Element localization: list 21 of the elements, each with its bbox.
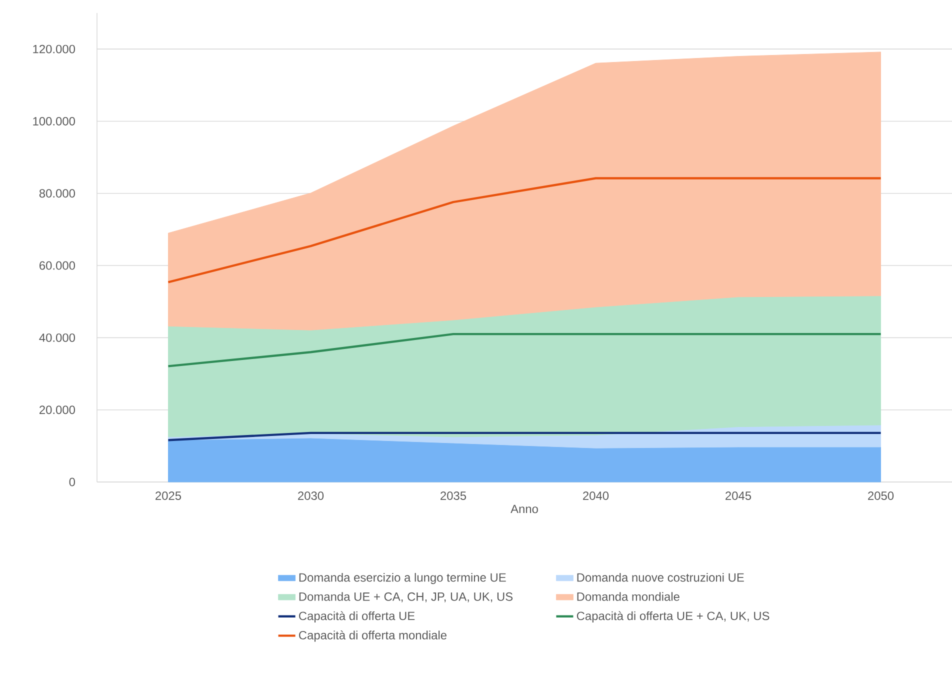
y-tick-label: 60.000 bbox=[40, 261, 76, 270]
y-tick-label: 0 bbox=[69, 478, 76, 486]
legend-label: Domanda UE + CA, CH, JP, UA, UK, US bbox=[299, 592, 513, 602]
y-tick-label: 80.000 bbox=[39, 189, 76, 198]
x-tick-label: 2050 bbox=[868, 492, 894, 500]
legend-label: Capacità di offerta UE bbox=[299, 611, 415, 623]
legend-label: Domanda nuove costruzioni UE bbox=[577, 572, 744, 582]
y-tick-label: 20.000 bbox=[40, 406, 76, 414]
x-tick-label: 2030 bbox=[298, 492, 324, 500]
legend-label: Domanda mondiale bbox=[577, 592, 680, 601]
y-tick-label: 120.000 bbox=[33, 44, 76, 54]
x-tick-label: 2045 bbox=[726, 492, 752, 500]
legend-label: Capacità di offerta mondiale bbox=[299, 630, 446, 642]
x-tick-label: 2035 bbox=[440, 492, 466, 500]
x-tick-label: 2040 bbox=[583, 492, 609, 500]
x-axis-title: Anno bbox=[510, 504, 538, 514]
legend-label: Capacità di offerta UE + CA, UK, US bbox=[576, 611, 770, 623]
legend-label: Domanda esercizio a lungo termine UE bbox=[299, 572, 506, 584]
y-tick-label: 40.000 bbox=[39, 333, 76, 342]
y-tick-label: 100.000 bbox=[33, 117, 76, 126]
x-tick-label: 2025 bbox=[156, 492, 182, 500]
